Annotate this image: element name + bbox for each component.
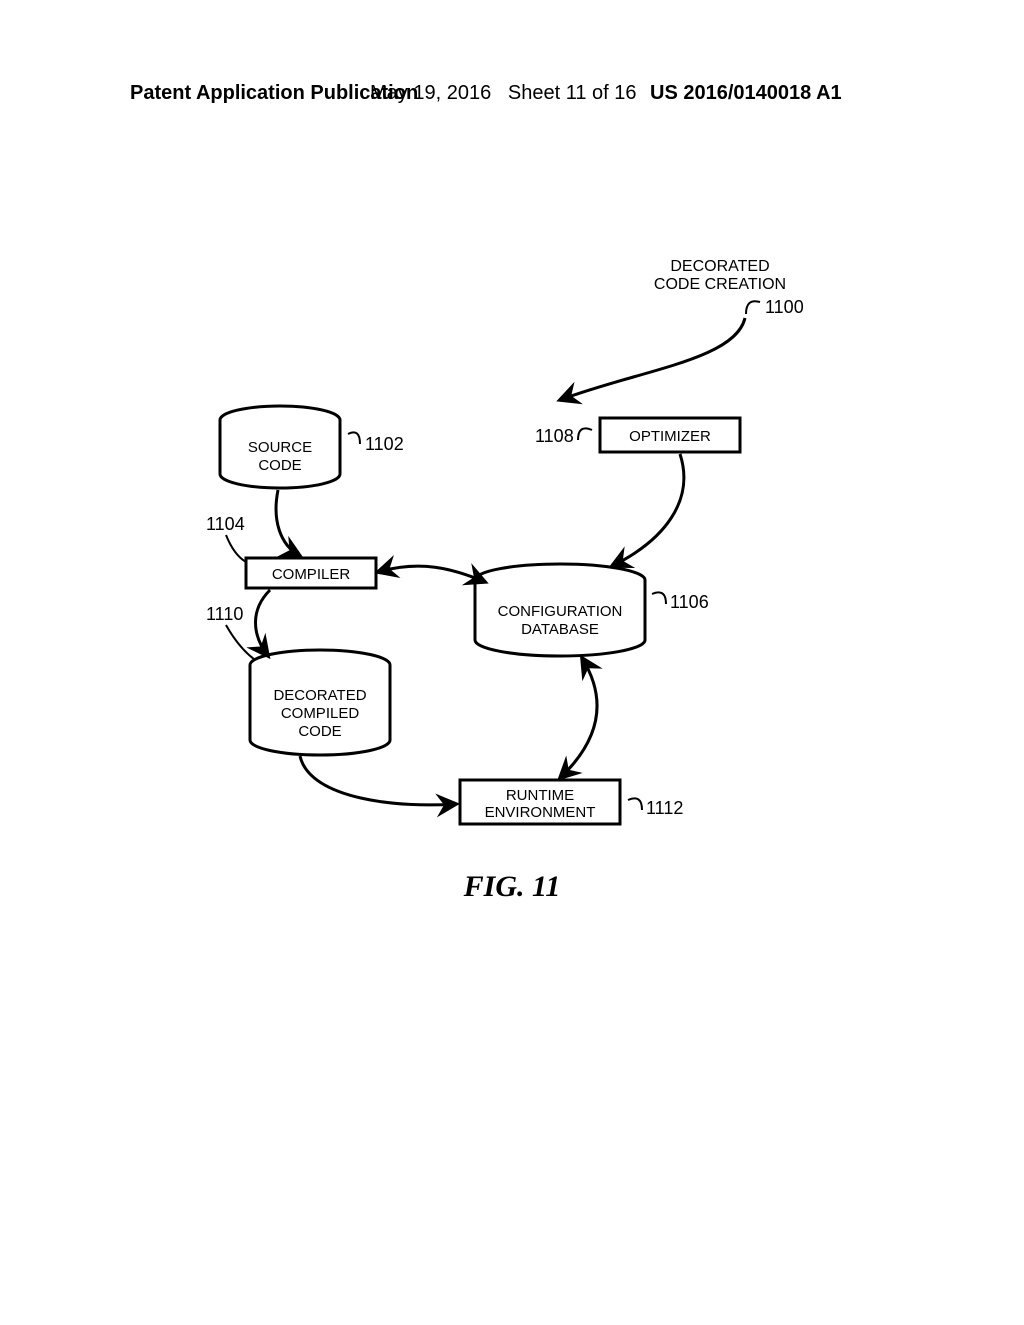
- refnum-1104: 1104: [206, 514, 245, 534]
- edge-compiler-to-decorated: [256, 590, 271, 656]
- refnum-1110: 1110: [206, 604, 243, 624]
- hook-1112: [628, 798, 642, 810]
- compiler-label: COMPILER: [272, 566, 351, 583]
- edge-decorated-to-runtime: [300, 756, 456, 805]
- leader-1104: [226, 535, 246, 562]
- arrow-title-into-diagram: [560, 318, 745, 400]
- optimizer-label: OPTIMIZER: [629, 428, 711, 445]
- hook-1106: [652, 592, 666, 604]
- refnum-1102: 1102: [365, 434, 404, 454]
- refnum-1112: 1112: [646, 798, 683, 818]
- refnum-1100: 1100: [765, 297, 804, 317]
- edge-runtime-configdb: [560, 658, 597, 778]
- edge-optimizer-to-configdb: [612, 454, 684, 566]
- diagram-title-line1: DECORATED: [670, 258, 769, 275]
- hook-1102: [348, 432, 360, 444]
- node-config-db: CONFIGURATION DATABASE: [475, 564, 645, 656]
- source-code-line1: SOURCE: [248, 439, 312, 456]
- source-code-line2: CODE: [258, 457, 301, 474]
- page: Patent Application Publication May 19, 2…: [0, 0, 1024, 1320]
- runtime-line1: RUNTIME: [506, 787, 574, 804]
- diagram-title-line2: CODE CREATION: [654, 276, 786, 293]
- runtime-line2: ENVIRONMENT: [485, 804, 596, 821]
- refnum-1106: 1106: [670, 592, 709, 612]
- node-decorated-code: DECORATED COMPILED CODE: [250, 650, 390, 755]
- decorated-line3: CODE: [298, 723, 341, 740]
- node-runtime: RUNTIME ENVIRONMENT: [460, 780, 620, 824]
- leader-1110: [226, 625, 258, 662]
- node-compiler: COMPILER: [246, 558, 376, 588]
- figure-caption: FIG. 11: [0, 870, 1024, 904]
- hook-1100: [746, 301, 760, 314]
- node-source-code: SOURCE CODE: [220, 406, 340, 488]
- edge-source-to-compiler: [276, 490, 300, 556]
- refnum-1108: 1108: [535, 426, 574, 446]
- hook-1108: [578, 428, 592, 440]
- edge-compiler-configdb: [378, 566, 485, 582]
- decorated-line2: COMPILED: [281, 705, 360, 722]
- config-db-line2: DATABASE: [521, 621, 599, 638]
- diagram-fig-11: DECORATED CODE CREATION 1100 SOURCE CODE…: [0, 0, 1024, 1320]
- decorated-line1: DECORATED: [273, 687, 366, 704]
- node-optimizer: OPTIMIZER: [600, 418, 740, 452]
- config-db-line1: CONFIGURATION: [498, 603, 623, 620]
